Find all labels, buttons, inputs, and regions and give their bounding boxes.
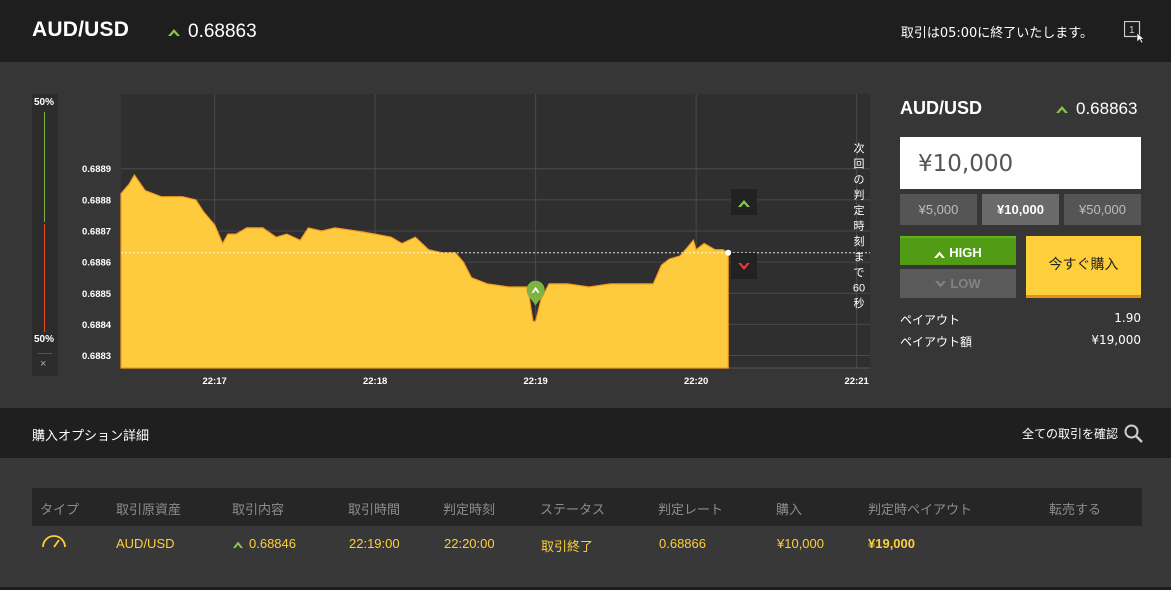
row-trade-time: 22:19:00 xyxy=(349,536,400,551)
amount-input[interactable] xyxy=(900,137,1141,189)
th-status: ステータス xyxy=(540,503,606,518)
gauge-high-percent: 50% xyxy=(34,97,55,108)
high-label: HIGH xyxy=(949,245,982,260)
sentiment-gauge xyxy=(32,94,58,376)
y-tick-label: 0.6888 xyxy=(82,195,111,206)
row-content: 0.68846 xyxy=(249,536,296,551)
high-button[interactable]: HIGH xyxy=(900,236,1016,265)
amount-10000-button[interactable]: ¥10,000 xyxy=(982,194,1059,225)
amount-5000-button[interactable]: ¥5,000 xyxy=(900,194,977,225)
x-tick-label: 22:17 xyxy=(202,376,226,387)
gauge-icon xyxy=(42,535,66,548)
row-judge-rate: 0.68866 xyxy=(659,536,706,551)
th-asset: 取引原資産 xyxy=(116,503,182,518)
up-arrow-icon xyxy=(168,29,180,36)
th-payout: 判定時ペイアウト xyxy=(868,503,973,518)
y-tick-label: 0.6884 xyxy=(82,320,112,331)
th-purchase: 購入 xyxy=(776,503,803,518)
down-marker[interactable] xyxy=(731,253,757,279)
gauge-low-bar xyxy=(44,224,45,332)
header-bar xyxy=(0,0,1171,62)
down-arrow-icon xyxy=(738,263,750,270)
details-title: 購入オプション詳細 xyxy=(32,429,150,444)
y-tick-label: 0.6883 xyxy=(82,351,111,362)
gauge-close-icon[interactable]: × xyxy=(40,358,47,370)
x-tick-label: 22:21 xyxy=(844,376,869,387)
up-arrow-icon xyxy=(934,251,946,258)
gauge-low-percent: 50% xyxy=(34,334,55,345)
row-payout: ¥19,000 xyxy=(868,536,915,551)
th-type: タイプ xyxy=(40,503,80,518)
low-label: LOW xyxy=(950,276,981,291)
up-arrow-icon xyxy=(1056,106,1068,113)
x-tick-label: 22:18 xyxy=(363,376,387,387)
x-tick-label: 22:20 xyxy=(684,376,708,387)
price-chart: 0.6889 0.6888 0.6887 0.6886 0.6885 0.6884 0.68… xyxy=(82,94,870,387)
gauge-high-bar xyxy=(44,112,45,222)
amount-50000-button[interactable]: ¥50,000 xyxy=(1064,194,1141,225)
view-all-trades-link[interactable]: 全ての取引を確認 xyxy=(1021,427,1118,441)
table-header xyxy=(32,488,1142,526)
panel-rate: 0.68863 xyxy=(1076,99,1138,118)
buy-now-button[interactable]: 今すぐ購入 xyxy=(1026,236,1141,298)
details-bar xyxy=(0,408,1171,458)
low-button[interactable]: LOW xyxy=(900,269,1016,298)
x-tick-label: 22:19 xyxy=(523,376,547,387)
bottom-border xyxy=(0,587,1171,590)
up-marker[interactable] xyxy=(731,189,757,215)
pair-title: AUD/USD xyxy=(32,18,130,41)
current-rate: 0.68863 xyxy=(188,21,257,42)
y-tick-label: 0.6886 xyxy=(82,258,111,269)
th-trade-time: 取引時間 xyxy=(348,503,401,518)
search-icon[interactable] xyxy=(1124,424,1144,444)
payout-amount-value: ¥19,000 xyxy=(1091,333,1141,347)
row-judge-time: 22:20:00 xyxy=(444,536,495,551)
y-tick-label: 0.6887 xyxy=(82,227,111,238)
up-arrow-icon xyxy=(738,200,750,207)
th-resale: 転売する xyxy=(1049,503,1102,518)
th-content: 取引内容 xyxy=(232,503,285,518)
y-tick-label: 0.6889 xyxy=(82,164,111,175)
up-arrow-icon xyxy=(233,541,243,548)
entry-pin-icon xyxy=(526,280,545,306)
one-click-trade-icon[interactable]: 1 xyxy=(1123,20,1145,44)
payout-amount-label: ペイアウト額 xyxy=(900,335,973,349)
one-click-label: 1 xyxy=(1129,25,1135,36)
th-judge-time: 判定時刻 xyxy=(443,503,496,518)
next-judgement-countdown: 次回の判定時刻まで 60 秒 xyxy=(853,141,865,310)
th-judge-rate: 判定レート xyxy=(658,503,724,518)
payout-value: 1.90 xyxy=(1114,311,1141,325)
current-rate-dot xyxy=(725,249,732,256)
y-tick-label: 0.6885 xyxy=(82,289,112,300)
market-close-message: 取引は05:00に終了いたします。 xyxy=(900,26,1093,41)
gauge-divider xyxy=(38,353,52,354)
down-arrow-icon xyxy=(935,280,947,288)
row-asset: AUD/USD xyxy=(116,536,175,551)
panel-pair: AUD/USD xyxy=(900,98,983,118)
amount-value: ¥10,000 xyxy=(918,151,1014,177)
row-status: 取引終了 xyxy=(541,540,594,555)
row-purchase: ¥10,000 xyxy=(777,536,824,551)
payout-label: ペイアウト xyxy=(900,313,961,327)
